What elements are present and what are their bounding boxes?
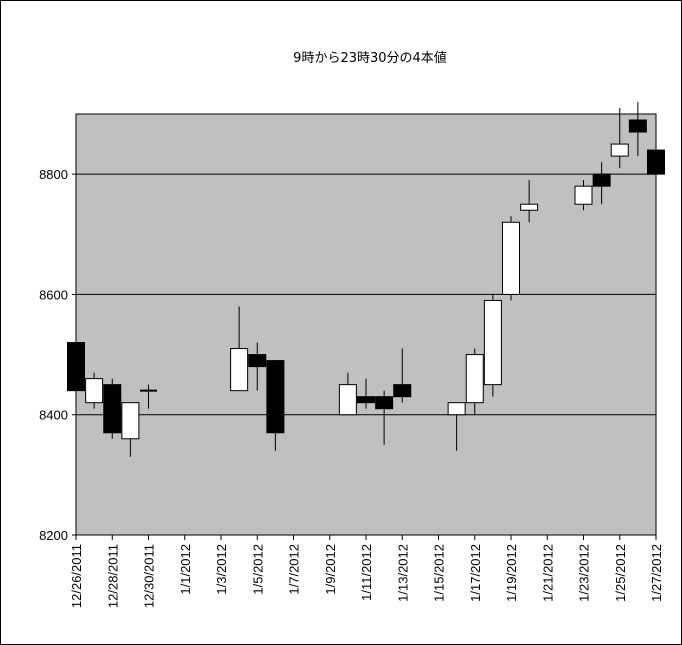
x-tick-label: 1/3/2012 — [214, 544, 229, 595]
candle — [465, 348, 484, 415]
candle-body — [610, 143, 629, 157]
x-tick-label: 1/7/2012 — [287, 544, 302, 595]
candle-body — [447, 402, 466, 416]
y-tick-label: 8200 — [39, 528, 68, 543]
x-tick-label: 1/1/2012 — [178, 544, 193, 595]
x-tick-label: 1/13/2012 — [395, 544, 410, 602]
candle — [357, 378, 375, 409]
x-tick-label: 1/23/2012 — [577, 544, 592, 602]
x-tick-label: 12/26/2011 — [69, 544, 84, 608]
candle-body — [520, 203, 539, 211]
y-tick-label: 8600 — [39, 287, 68, 302]
candle — [230, 306, 249, 392]
candle — [447, 402, 466, 451]
candle-body — [121, 402, 140, 440]
x-tick-label: 1/27/2012 — [649, 544, 664, 602]
x-tick-label: 1/15/2012 — [432, 544, 447, 602]
candle — [647, 120, 665, 175]
candle-body — [85, 378, 104, 404]
candle — [338, 372, 357, 416]
candle-body — [103, 384, 122, 434]
x-tick-label: 1/5/2012 — [250, 544, 265, 595]
plot-area — [75, 113, 657, 536]
candle — [483, 294, 502, 397]
candle — [248, 342, 267, 391]
x-tick-label: 1/11/2012 — [359, 544, 374, 601]
x-tick-label: 1/17/2012 — [468, 544, 483, 602]
candle — [520, 180, 539, 223]
y-tick-label: 8800 — [39, 167, 68, 182]
candle — [85, 372, 104, 409]
x-tick-label: 1/9/2012 — [323, 544, 338, 595]
candle — [610, 107, 629, 169]
candle — [121, 402, 140, 457]
candle-body — [592, 173, 611, 187]
chart-title: 9時から23時30分の4本値 — [293, 50, 447, 66]
candle — [103, 378, 122, 439]
candle-body — [393, 384, 412, 398]
candle-body — [230, 348, 249, 392]
candle-body — [338, 384, 357, 416]
candle — [502, 216, 520, 301]
candle-body — [647, 149, 665, 175]
candle-body — [574, 185, 593, 205]
candle-body — [67, 342, 85, 392]
candle-body — [502, 221, 520, 295]
candle — [140, 384, 157, 409]
candle — [266, 360, 285, 451]
x-tick-label: 12/28/2011 — [105, 544, 120, 608]
candle — [67, 342, 85, 392]
candle-body — [266, 360, 285, 434]
candle-body — [357, 396, 375, 404]
candle — [592, 162, 611, 205]
candle-body — [375, 396, 394, 410]
x-tick-label: 12/30/2011 — [142, 544, 157, 608]
x-tick-label: 1/19/2012 — [504, 544, 519, 602]
x-tick-label: 1/25/2012 — [613, 544, 628, 602]
candle — [574, 180, 593, 211]
candle — [375, 390, 394, 445]
candle-body — [248, 354, 267, 368]
x-tick-label: 1/21/2012 — [540, 544, 555, 602]
candle — [393, 348, 412, 403]
candle — [628, 101, 647, 157]
candle-body — [483, 299, 502, 386]
candle-body — [465, 354, 484, 404]
candle-body — [628, 119, 647, 133]
y-tick-label: 8400 — [39, 408, 68, 423]
